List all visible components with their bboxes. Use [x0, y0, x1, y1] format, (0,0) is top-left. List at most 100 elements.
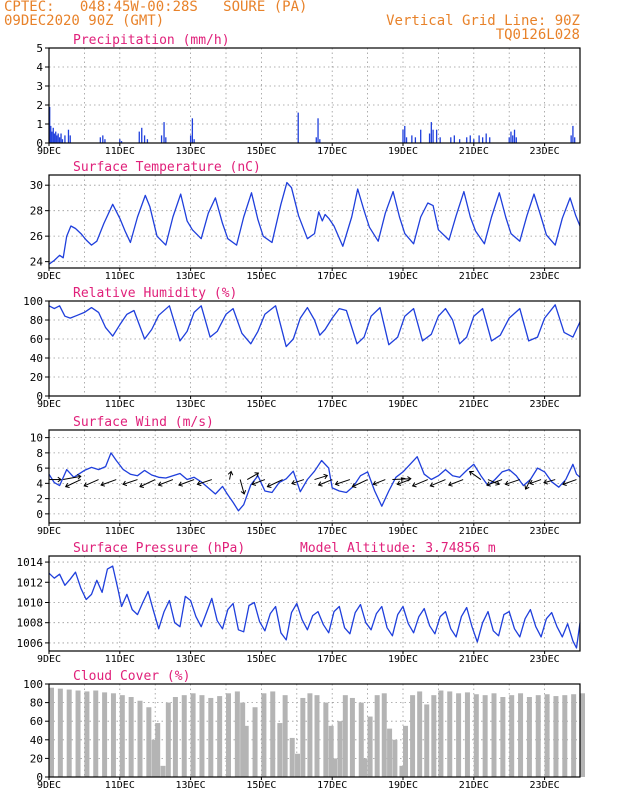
precipitation-bar	[430, 122, 432, 143]
temperature-xtick-label: 19DEC	[388, 271, 418, 282]
precipitation-bar	[163, 122, 165, 143]
precipitation-bar	[50, 125, 52, 143]
precipitation-bar	[193, 139, 195, 143]
cloud-cover-bar	[544, 694, 550, 777]
precipitation-bar	[120, 141, 123, 143]
cloud-cover-bar	[580, 693, 585, 777]
temperature-title: Surface Temperature (nC)	[73, 160, 261, 175]
precipitation-bar	[56, 135, 58, 143]
precipitation-bar	[53, 133, 55, 143]
cloud-cover-bar	[300, 697, 306, 777]
precipitation-bar	[404, 125, 406, 143]
precipitation-bar	[489, 137, 491, 143]
cloud-cover-bar	[199, 695, 205, 777]
wind-arrow	[318, 479, 333, 486]
pressure-subtitle: Model Altitude: 3.74856 m	[300, 541, 496, 556]
wind-xtick-label: 21DEC	[459, 526, 489, 537]
wind-arrow	[122, 479, 138, 485]
precipitation-bar	[411, 135, 413, 143]
wind-arrowhead	[334, 480, 340, 487]
cloud-cover-ytick-label: 20	[30, 752, 43, 765]
wind-arrowhead	[429, 482, 435, 488]
temperature-ytick-label: 28	[30, 205, 43, 218]
precipitation-bar	[119, 139, 121, 143]
cloud-cover-bar	[137, 700, 143, 777]
cloud-cover-bar	[289, 737, 295, 777]
wind-xtick-label: 23DEC	[530, 526, 560, 537]
precipitation-bar	[58, 137, 61, 143]
pressure-ytick-label: 1012	[17, 576, 44, 589]
humidity-title: Relative Humidity (%)	[73, 286, 237, 301]
cloud-cover-bar	[49, 687, 54, 777]
cloud-cover-bar	[240, 702, 246, 777]
wind-arrow	[487, 479, 500, 485]
wind-arrowhead	[495, 480, 500, 486]
wind-arrowhead	[529, 479, 534, 486]
wind-arrow	[314, 475, 328, 481]
precipitation-bar	[315, 137, 317, 143]
precipitation-bar	[60, 133, 62, 143]
cloud-cover-bar	[160, 765, 166, 777]
cloud-cover-bar	[374, 695, 380, 777]
precipitation-bar	[61, 139, 64, 143]
cloud-cover-bar	[337, 721, 343, 777]
humidity-ytick-label: 60	[30, 333, 43, 346]
wind-arrowhead	[504, 480, 510, 487]
pressure-frame	[48, 555, 581, 652]
humidity-ytick-label: 100	[23, 295, 43, 308]
precipitation-bar	[189, 135, 192, 143]
cloud-cover-xtick-label: 19DEC	[388, 780, 418, 791]
precipitation-bar	[428, 133, 431, 143]
precipitation-bar	[515, 137, 517, 143]
precipitation-xtick-label: 23DEC	[530, 146, 560, 157]
cloud-cover-frame	[48, 683, 581, 778]
wind-arrow	[229, 471, 232, 480]
wind-arrow	[100, 479, 117, 486]
precipitation-xtick-label: 9DEC	[37, 146, 61, 157]
wind-arrowhead	[323, 473, 329, 480]
wind-arrowhead	[524, 485, 530, 490]
wind-arrow	[543, 479, 556, 484]
cloud-cover-bar	[362, 758, 368, 777]
wind-ytick-label: 0	[36, 508, 43, 521]
cloud-cover-ytick-label: 100	[23, 678, 43, 691]
humidity-xtick-label: 19DEC	[388, 399, 418, 410]
wind-xtick-label: 11DEC	[105, 526, 135, 537]
wind-arrow	[448, 479, 464, 486]
humidity-ytick-label: 80	[30, 314, 43, 327]
precipitation-bar	[67, 129, 70, 143]
cloud-cover-bar	[314, 695, 320, 777]
pressure-ytick-label: 1014	[17, 556, 44, 569]
wind-ytick-label: 10	[30, 432, 43, 445]
temperature-ytick-label: 24	[30, 256, 44, 269]
cloud-cover-ytick-label: 60	[30, 715, 43, 728]
humidity-xtick-label: 13DEC	[176, 399, 206, 410]
precipitation-bar	[297, 112, 299, 143]
precipitation-ytick-label: 4	[36, 61, 43, 74]
cloud-cover-bar	[75, 690, 81, 777]
precipitation-bar	[478, 135, 480, 143]
cloud-cover-bar	[119, 695, 125, 777]
wind-arrowhead	[76, 474, 82, 480]
wind-arrow	[335, 479, 351, 485]
wind-arrow	[469, 471, 482, 480]
wind-arrow	[352, 479, 368, 488]
cloud-cover-bar	[399, 765, 405, 777]
wind-arrowhead	[396, 480, 402, 486]
pressure-xtick-label: 19DEC	[388, 654, 418, 665]
wind-arrowhead	[100, 481, 106, 487]
wind-arrow	[562, 479, 577, 485]
cloud-cover-bar	[295, 753, 301, 777]
precipitation-ytick-label: 2	[36, 99, 43, 112]
wind-arrowhead	[351, 482, 357, 488]
cloud-cover-bar	[535, 695, 541, 777]
wind-arrowhead	[251, 480, 257, 486]
precipitation-xtick-label: 13DEC	[176, 146, 206, 157]
wind-arrow	[430, 479, 446, 487]
cloud-cover-bar	[282, 695, 288, 777]
wind-arrow	[397, 479, 411, 485]
cloud-cover-xtick-label: 13DEC	[176, 780, 206, 791]
wind-arrowhead	[266, 482, 272, 488]
cloud-cover-xtick-label: 11DEC	[105, 780, 135, 791]
precipitation-bar	[510, 131, 512, 143]
